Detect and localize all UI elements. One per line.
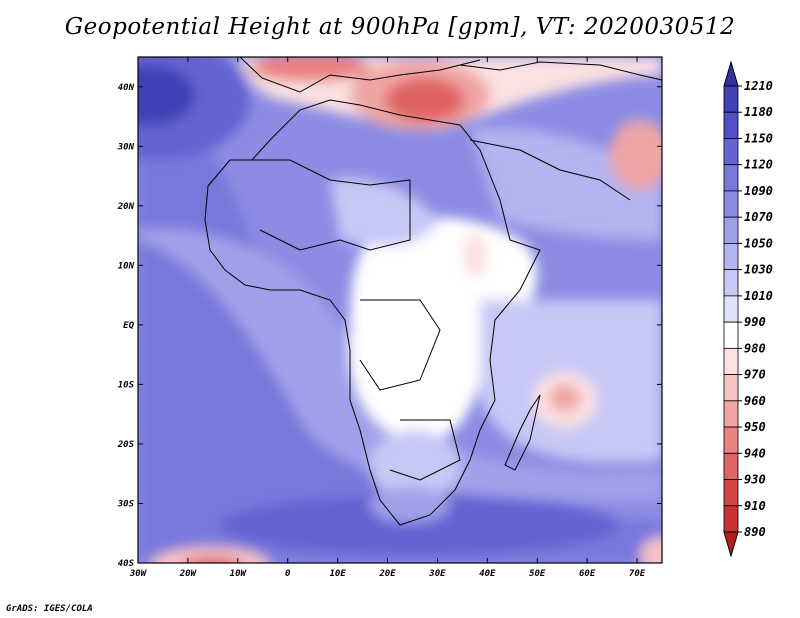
colorbar-swatch bbox=[723, 85, 739, 113]
latitude-ticks: 40N 30N 20N 10N EQ 10S 20S 30S 40S bbox=[117, 83, 662, 569]
colorbar: 1210 1180 1150 1120 1090 1070 1050 1030 1010 990 9… bbox=[723, 60, 773, 558]
colorbar-swatch bbox=[723, 164, 739, 192]
colorbar-swatch bbox=[723, 426, 739, 454]
lon-tick-label: 60E bbox=[579, 569, 596, 579]
colorbar-swatch bbox=[723, 347, 739, 375]
lon-tick-label: 40E bbox=[479, 569, 496, 579]
lon-tick-label: 30E bbox=[428, 569, 446, 579]
lat-tick-label: 20S bbox=[117, 440, 135, 450]
lat-tick-label: 10N bbox=[118, 261, 135, 271]
colorbar-swatch bbox=[723, 479, 739, 507]
colorbar-swatch bbox=[723, 138, 739, 166]
lat-tick-label: 30S bbox=[117, 499, 135, 509]
colorbar-swatch bbox=[723, 190, 739, 218]
colorbar-label: 930 bbox=[744, 473, 766, 487]
colorbar-swatch bbox=[723, 374, 739, 402]
lon-tick-label: 70E bbox=[629, 569, 646, 579]
lon-tick-label: 30W bbox=[129, 569, 148, 579]
lat-tick-label: 20N bbox=[117, 202, 135, 212]
colorbar-swatch bbox=[723, 111, 739, 139]
colorbar-label: 1030 bbox=[744, 263, 773, 277]
colorbar-swatch bbox=[723, 269, 739, 297]
colorbar-label: 890 bbox=[744, 525, 766, 539]
lon-tick-label: 0 bbox=[285, 569, 291, 579]
longitude-ticks: 30W 20W 10W 0 10E 20E 30E 40E 50E 60E 70E bbox=[129, 57, 646, 579]
colorbar-label: 910 bbox=[744, 499, 766, 513]
colorbar-label: 1070 bbox=[744, 210, 773, 224]
lon-tick-label: 20W bbox=[179, 569, 198, 579]
colorbar-label: 1010 bbox=[744, 289, 773, 303]
credit-text: GrADS: IGES/COLA bbox=[6, 604, 93, 614]
lon-tick-label: 50E bbox=[529, 569, 546, 579]
colorbar-swatch bbox=[723, 505, 739, 533]
colorbar-label: 990 bbox=[744, 315, 766, 329]
lat-tick-label: 10S bbox=[118, 380, 135, 390]
colorbar-swatch bbox=[723, 321, 739, 349]
colorbar-label: 940 bbox=[744, 446, 766, 460]
colorbar-top-arrow bbox=[723, 60, 739, 87]
colorbar-label: 960 bbox=[744, 394, 766, 408]
lat-tick-label: 40S bbox=[118, 559, 135, 569]
colorbar-label: 1210 bbox=[744, 79, 773, 93]
coastlines bbox=[204, 57, 662, 526]
colorbar-swatch bbox=[723, 295, 739, 323]
lon-tick-label: 10E bbox=[329, 569, 346, 579]
colorbar-label: 980 bbox=[744, 341, 766, 355]
colorbar-swatch bbox=[723, 452, 739, 480]
colorbar-label: 1120 bbox=[744, 158, 773, 172]
colorbar-label: 950 bbox=[744, 420, 766, 434]
colorbar-swatch bbox=[723, 400, 739, 428]
colorbar-bottom-arrow bbox=[723, 531, 739, 558]
colorbar-label: 1090 bbox=[744, 184, 773, 198]
height-field bbox=[138, 57, 662, 563]
lat-tick-label: 30N bbox=[117, 142, 135, 152]
lon-tick-label: 10W bbox=[230, 569, 248, 579]
colorbar-label: 970 bbox=[744, 368, 766, 382]
colorbar-label: 1050 bbox=[744, 236, 773, 250]
colorbar-label: 1150 bbox=[744, 131, 773, 145]
map-frame bbox=[137, 56, 663, 564]
colorbar-swatch bbox=[723, 216, 739, 244]
chart-title: Geopotential Height at 900hPa [gpm], VT:… bbox=[64, 14, 736, 40]
colorbar-label: 1180 bbox=[744, 105, 773, 119]
colorbar-swatch bbox=[723, 243, 739, 271]
lat-tick-label: 40N bbox=[118, 83, 135, 93]
lat-tick-label: EQ bbox=[123, 321, 134, 331]
lon-tick-label: 20E bbox=[378, 569, 396, 579]
